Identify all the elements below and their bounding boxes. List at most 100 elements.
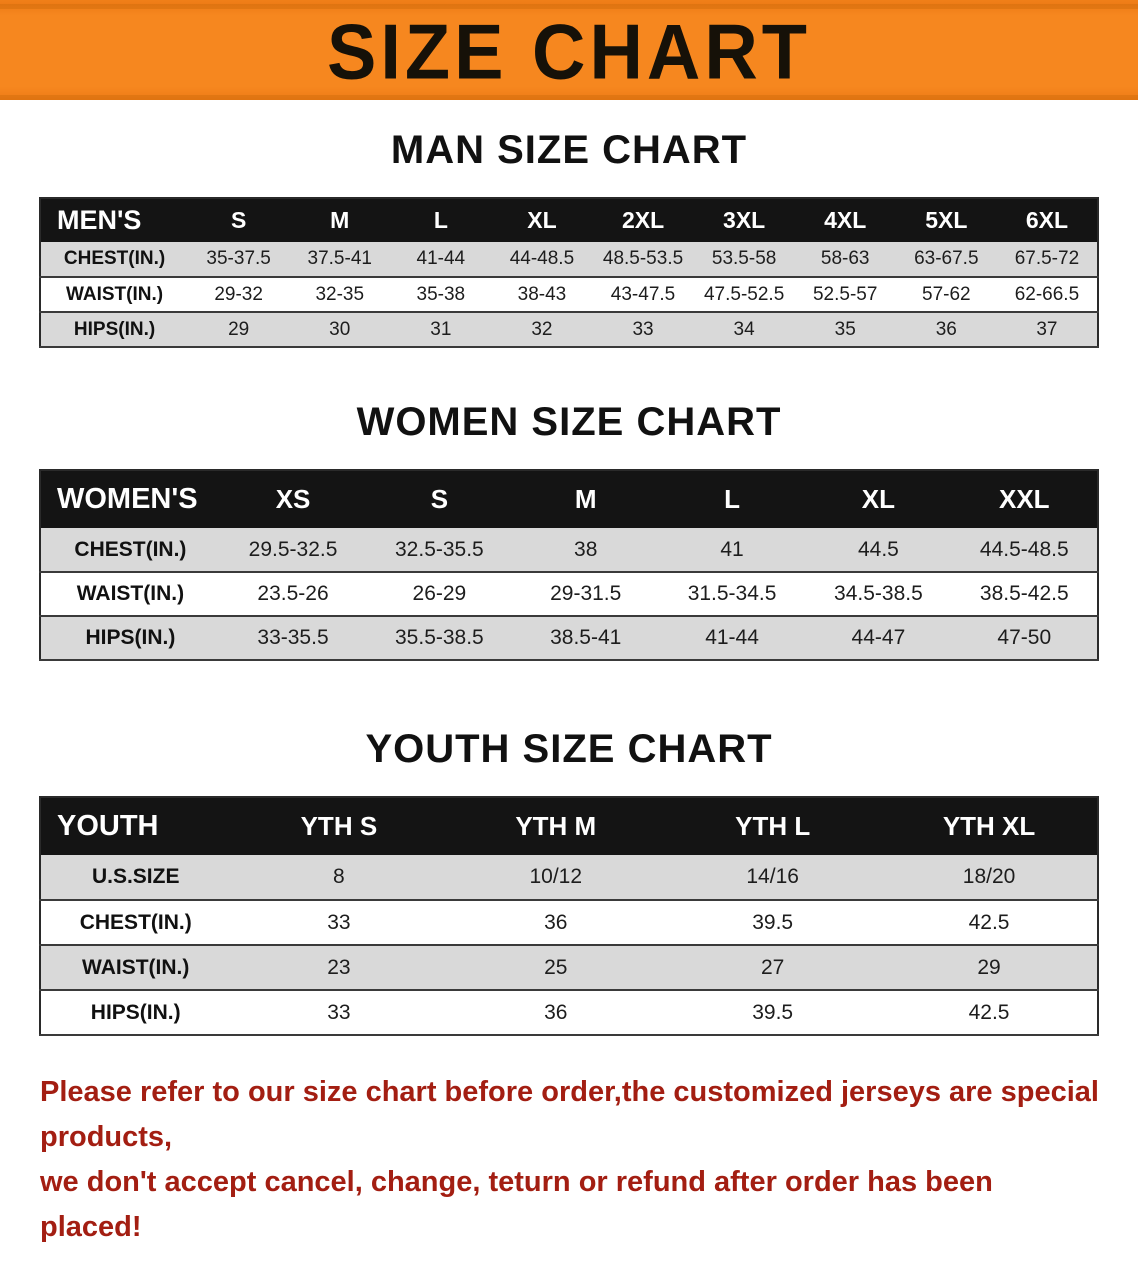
size-column-header: 5XL — [895, 198, 997, 242]
size-column-header: YTH M — [447, 797, 665, 855]
size-value: 26-29 — [366, 572, 513, 617]
size-value: 32.5-35.5 — [366, 528, 513, 573]
size-value: 36 — [447, 900, 665, 946]
table-row: CHEST(IN.) 29.5-32.5 32.5-35.5 38 41 44.5 44.5… — [40, 528, 1098, 573]
size-value: 44-47 — [805, 616, 952, 661]
table-row: U.S.SIZE 8 10/12 14/16 18/20 — [40, 855, 1098, 901]
size-chart-banner: SIZE CHART — [0, 0, 1138, 100]
table-corner-label: WOMEN'S — [40, 470, 220, 528]
size-column-header: XS — [219, 470, 367, 528]
size-value: 30 — [289, 312, 391, 348]
table-row: WAIST(IN.) 29-32 32-35 35-38 38-43 43-47.5 47.… — [40, 277, 1098, 313]
size-column-header: S — [366, 470, 513, 528]
women-size-chart-heading: WOMEN SIZE CHART — [356, 400, 782, 444]
size-value: 44.5-48.5 — [951, 528, 1098, 573]
size-value: 47.5-52.5 — [693, 277, 795, 313]
size-value: 57-62 — [895, 277, 997, 313]
size-value: 41 — [658, 528, 806, 573]
size-column-header: 4XL — [794, 198, 896, 242]
size-column-header: XL — [491, 198, 593, 242]
size-column-header: 2XL — [592, 198, 694, 242]
mens-size-table: MEN'S S M L XL 2XL 3XL 4XL 5XL 6XL CHEST(IN.) 35-37… — [39, 197, 1099, 348]
size-value: 25 — [447, 945, 665, 991]
size-value: 42.5 — [881, 900, 1098, 946]
size-column-header: YTH XL — [881, 797, 1098, 855]
table-corner-label: MEN'S — [40, 198, 189, 242]
size-value: 39.5 — [664, 990, 882, 1036]
size-value: 62-66.5 — [996, 277, 1098, 313]
disclaimer-line-2: we don't accept cancel, change, teturn o… — [40, 1165, 993, 1243]
size-value: 38.5-41 — [512, 616, 659, 661]
row-label: CHEST(IN.) — [40, 900, 231, 946]
size-column-header: YTH L — [664, 797, 882, 855]
size-value: 38 — [512, 528, 659, 573]
size-column-header: L — [390, 198, 492, 242]
man-size-chart-heading: MAN SIZE CHART — [390, 128, 748, 172]
size-value: 33-35.5 — [219, 616, 367, 661]
size-column-header: YTH S — [230, 797, 448, 855]
size-column-header: L — [658, 470, 806, 528]
size-value: 31.5-34.5 — [658, 572, 806, 617]
size-value: 36 — [447, 990, 665, 1036]
size-column-header: XL — [805, 470, 952, 528]
youth-size-table: YOUTH YTH S YTH M YTH L YTH XL U.S.SIZE 8 10/12… — [39, 796, 1099, 1036]
size-value: 10/12 — [447, 855, 665, 901]
size-value: 48.5-53.5 — [592, 242, 694, 278]
size-value: 52.5-57 — [794, 277, 896, 313]
row-label: CHEST(IN.) — [40, 242, 189, 278]
table-row: WAIST(IN.) 23 25 27 29 — [40, 945, 1098, 991]
size-value: 31 — [390, 312, 492, 348]
size-value: 44.5 — [805, 528, 952, 573]
size-value: 29 — [188, 312, 290, 348]
disclaimer-line-1: Please refer to our size chart before or… — [40, 1076, 1099, 1153]
row-label: HIPS(IN.) — [40, 312, 189, 348]
row-label: U.S.SIZE — [40, 855, 231, 901]
size-value: 58-63 — [794, 242, 896, 278]
size-value: 53.5-58 — [693, 242, 795, 278]
size-value: 38.5-42.5 — [951, 572, 1098, 617]
size-value: 43-47.5 — [592, 277, 694, 313]
size-value: 39.5 — [664, 900, 882, 946]
size-column-header: 3XL — [693, 198, 795, 242]
size-chart-banner-title: SIZE CHART — [327, 7, 811, 96]
size-value: 33 — [230, 990, 448, 1036]
size-value: 36 — [895, 312, 997, 348]
size-value: 67.5-72 — [996, 242, 1098, 278]
size-value: 32 — [491, 312, 593, 348]
size-value: 37.5-41 — [289, 242, 391, 278]
table-row: HIPS(IN.) 29 30 31 32 33 34 35 36 37 — [40, 312, 1098, 348]
size-value: 27 — [664, 945, 882, 991]
disclaimer-text: Please refer to our size chart before or… — [40, 1070, 1102, 1250]
table-row: CHEST(IN.) 33 36 39.5 42.5 — [40, 900, 1098, 946]
size-column-header: M — [289, 198, 391, 242]
table-row: HIPS(IN.) 33 36 39.5 42.5 — [40, 990, 1098, 1036]
row-label: CHEST(IN.) — [40, 528, 220, 573]
womens-size-table: WOMEN'S XS S M L XL XXL CHEST(IN.) 29.5-32.5 32.5… — [39, 469, 1099, 661]
size-value: 35-37.5 — [188, 242, 290, 278]
size-value: 47-50 — [951, 616, 1098, 661]
size-value: 44-48.5 — [491, 242, 593, 278]
table-row: CHEST(IN.) 35-37.5 37.5-41 41-44 44-48.5 48.5… — [40, 242, 1098, 278]
size-value: 41-44 — [390, 242, 492, 278]
table-row: HIPS(IN.) 33-35.5 35.5-38.5 38.5-41 41-44 44-… — [40, 616, 1098, 661]
size-value: 14/16 — [664, 855, 882, 901]
size-value: 32-35 — [289, 277, 391, 313]
size-value: 35 — [794, 312, 896, 348]
size-value: 29-32 — [188, 277, 290, 313]
row-label: WAIST(IN.) — [40, 945, 231, 991]
size-column-header: XXL — [951, 470, 1098, 528]
size-value: 38-43 — [491, 277, 593, 313]
size-value: 41-44 — [658, 616, 806, 661]
size-value: 23 — [230, 945, 448, 991]
size-value: 63-67.5 — [895, 242, 997, 278]
row-label: WAIST(IN.) — [40, 572, 220, 617]
size-value: 34 — [693, 312, 795, 348]
row-label: HIPS(IN.) — [40, 616, 220, 661]
size-value: 23.5-26 — [219, 572, 367, 617]
youth-size-chart-heading: YOUTH SIZE CHART — [365, 727, 773, 771]
row-label: WAIST(IN.) — [40, 277, 189, 313]
size-value: 34.5-38.5 — [805, 572, 952, 617]
size-value: 33 — [592, 312, 694, 348]
table-corner-label: YOUTH — [40, 797, 231, 855]
